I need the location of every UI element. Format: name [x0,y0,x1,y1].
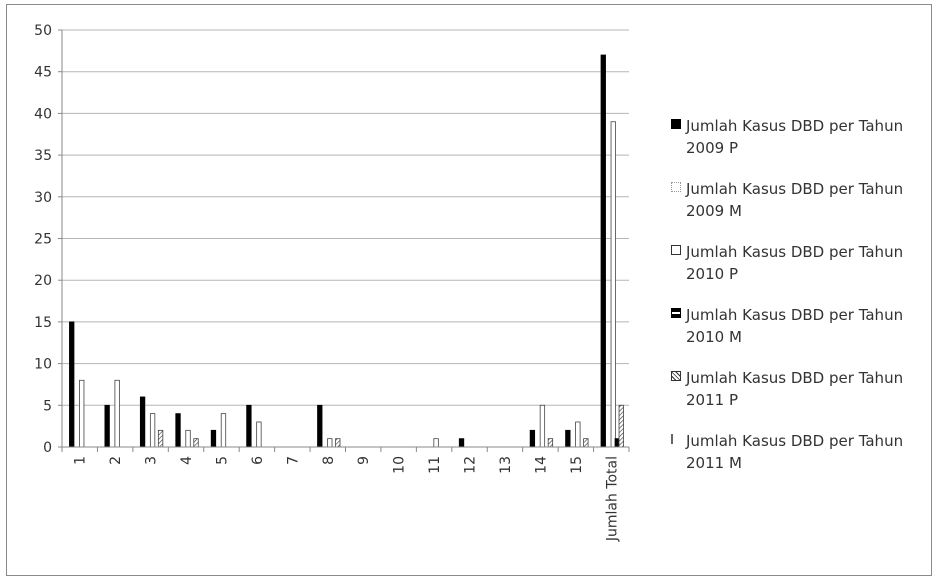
legend: Jumlah Kasus DBD per Tahun 2009 P Jumlah… [671,115,938,493]
gridlines [62,29,629,406]
x-tick-label: 8 [321,456,337,465]
x-tick-label: 15 [569,456,585,474]
bar [193,438,199,448]
bar [256,421,262,448]
y-tick-label: 0 [43,440,52,456]
bar [139,396,146,448]
bar [114,379,120,448]
legend-item-2009-p: Jumlah Kasus DBD per Tahun 2009 P [671,115,938,178]
x-tick-label: 1 [73,456,89,465]
x-tick-label: 14 [533,456,549,474]
x-tick-label: 12 [463,456,479,474]
bar [433,438,439,448]
bar [583,438,589,448]
legend-item-2009-m: Jumlah Kasus DBD per Tahun 2009 M [671,178,938,241]
y-tick-label: 40 [34,106,52,122]
x-tick-label: 11 [427,456,443,474]
x-tick-label: 13 [498,456,514,474]
swatch-2009-p [671,119,681,129]
y-tick-label: 5 [43,398,52,414]
x-tick-label: 7 [285,456,301,465]
y-tick-label: 10 [34,357,52,373]
y-tick-label: 25 [34,232,52,248]
x-tick-label: 2 [108,456,124,465]
legend-label: Jumlah Kasus DBD per Tahun 2009 M [686,180,904,220]
y-axis-ticks: 0 5 10 15 20 25 30 35 40 45 50 [34,23,62,456]
bar [458,438,465,448]
legend-item-2010-p: Jumlah Kasus DBD per Tahun 2010 P [671,241,938,304]
y-tick-label: 30 [34,190,52,206]
bar [69,321,75,448]
legend-item-2011-m: Jumlah Kasus DBD per Tahun 2011 M [671,430,938,493]
x-tick-label: 6 [250,456,266,465]
swatch-2010-m [671,308,681,318]
bar [335,438,341,448]
bar [565,429,571,448]
legend-label: Jumlah Kasus DBD per Tahun 2009 P [686,117,904,157]
y-tick-label: 20 [34,273,52,289]
bar [149,413,156,448]
y-tick-label: 15 [34,315,52,331]
x-axis-ticks: 1 2 3 4 5 6 7 8 9 10 11 12 13 14 15 Jumlah Total [61,447,630,542]
bar [618,404,624,448]
x-tick-label: 3 [144,456,160,465]
bar [575,421,581,448]
legend-label: Jumlah Kasus DBD per Tahun 2011 P [686,369,904,409]
bar [317,404,323,448]
x-tick-label: Jumlah Total [604,456,620,542]
legend-item-2011-p: Jumlah Kasus DBD per Tahun 2011 P [671,367,938,430]
bars [69,54,624,448]
bar [185,429,191,448]
bar [547,438,554,448]
legend-label: Jumlah Kasus DBD per Tahun 2011 M [686,432,904,472]
x-tick-label: 5 [214,456,230,465]
bar [210,429,217,448]
x-tick-label: 4 [179,456,195,465]
y-tick-label: 45 [34,65,52,81]
bar [79,379,85,448]
bar [104,404,110,448]
swatch-2010-p [671,245,681,255]
swatch-2011-p [671,371,681,381]
bar [600,54,606,448]
x-tick-label: 9 [356,456,372,465]
bar [157,429,164,448]
swatch-2011-m [671,434,681,444]
chart-frame: 0 5 10 15 20 25 30 35 40 45 50 1 2 3 4 5 6 7 8 9 10 11 12 13 14… [6,4,932,576]
bar [539,404,546,448]
x-tick-label: 10 [392,456,408,474]
bar [246,404,252,448]
legend-label: Jumlah Kasus DBD per Tahun 2010 M [686,306,904,346]
swatch-2009-m [671,182,681,192]
bar [327,438,333,448]
legend-item-2010-m: Jumlah Kasus DBD per Tahun 2010 M [671,304,938,367]
bar [529,429,536,448]
y-tick-label: 50 [34,23,52,39]
legend-label: Jumlah Kasus DBD per Tahun 2010 P [686,243,904,283]
bar [610,121,616,448]
bar [220,413,227,448]
bar [175,413,181,448]
y-tick-label: 35 [34,148,52,164]
